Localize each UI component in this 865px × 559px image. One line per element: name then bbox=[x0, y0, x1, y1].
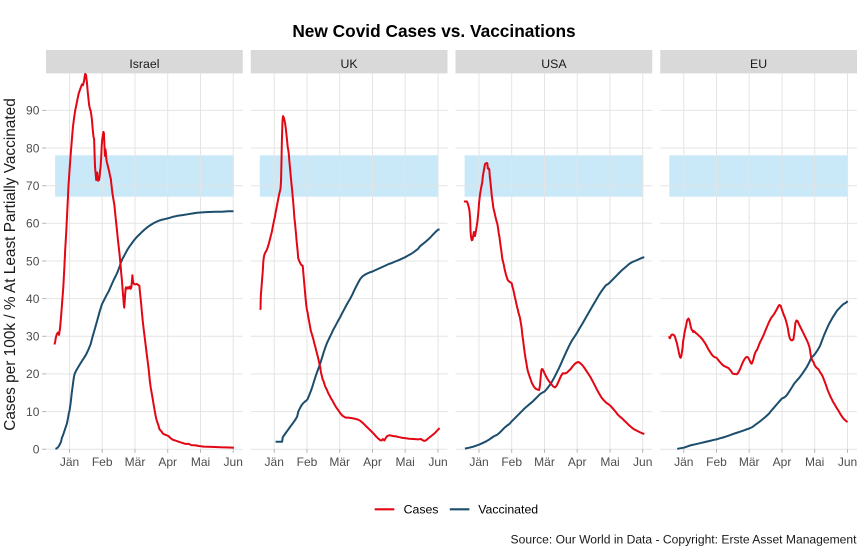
svg-text:Apr: Apr bbox=[363, 455, 382, 469]
svg-text:80: 80 bbox=[26, 141, 40, 155]
svg-text:Mai: Mai bbox=[191, 455, 210, 469]
svg-text:Apr: Apr bbox=[773, 455, 792, 469]
svg-text:USA: USA bbox=[541, 57, 567, 71]
svg-text:40: 40 bbox=[26, 292, 40, 306]
svg-text:70: 70 bbox=[26, 179, 40, 193]
svg-text:Mai: Mai bbox=[805, 455, 824, 469]
svg-text:Jän: Jän bbox=[674, 455, 693, 469]
svg-text:Jun: Jun bbox=[224, 455, 243, 469]
svg-text:Jun: Jun bbox=[633, 455, 652, 469]
svg-text:20: 20 bbox=[26, 367, 40, 381]
svg-text:Mär: Mär bbox=[125, 455, 146, 469]
svg-text:Feb: Feb bbox=[706, 455, 727, 469]
svg-text:Jän: Jän bbox=[60, 455, 79, 469]
svg-text:Feb: Feb bbox=[501, 455, 522, 469]
svg-text:New Covid Cases vs. Vaccinatio: New Covid Cases vs. Vaccinations bbox=[292, 21, 575, 41]
svg-text:UK: UK bbox=[341, 57, 359, 71]
svg-text:Cases: Cases bbox=[404, 503, 439, 517]
svg-text:Cases per 100k / % At Least Pa: Cases per 100k / % At Least Partially Va… bbox=[2, 98, 19, 431]
svg-text:Apr: Apr bbox=[158, 455, 177, 469]
svg-text:10: 10 bbox=[26, 405, 40, 419]
svg-text:0: 0 bbox=[33, 443, 40, 457]
svg-text:Feb: Feb bbox=[297, 455, 318, 469]
svg-text:Jän: Jän bbox=[469, 455, 488, 469]
svg-text:Jun: Jun bbox=[838, 455, 857, 469]
svg-text:Jän: Jän bbox=[265, 455, 284, 469]
svg-text:Mär: Mär bbox=[329, 455, 350, 469]
svg-text:50: 50 bbox=[26, 254, 40, 268]
svg-text:Mär: Mär bbox=[534, 455, 555, 469]
svg-text:Apr: Apr bbox=[568, 455, 587, 469]
svg-text:Feb: Feb bbox=[92, 455, 113, 469]
svg-text:Source: Our World in Data - Co: Source: Our World in Data - Copyright: E… bbox=[511, 533, 858, 547]
svg-text:EU: EU bbox=[750, 57, 767, 71]
svg-text:90: 90 bbox=[26, 104, 40, 118]
svg-text:Mär: Mär bbox=[739, 455, 760, 469]
svg-text:Jun: Jun bbox=[428, 455, 447, 469]
svg-text:Mai: Mai bbox=[600, 455, 619, 469]
svg-text:30: 30 bbox=[26, 330, 40, 344]
svg-text:Vaccinated: Vaccinated bbox=[478, 503, 538, 517]
svg-text:Mai: Mai bbox=[396, 455, 415, 469]
svg-text:Israel: Israel bbox=[129, 57, 159, 71]
svg-text:60: 60 bbox=[26, 217, 40, 231]
